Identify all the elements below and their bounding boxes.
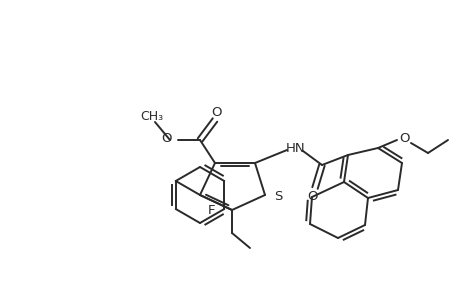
Text: O: O (161, 133, 172, 146)
Text: CH₃: CH₃ (140, 110, 163, 122)
Text: HN: HN (285, 142, 305, 155)
Text: F: F (207, 205, 215, 218)
Text: O: O (211, 106, 222, 119)
Text: S: S (274, 190, 282, 203)
Text: O: O (399, 133, 409, 146)
Text: O: O (307, 190, 318, 202)
